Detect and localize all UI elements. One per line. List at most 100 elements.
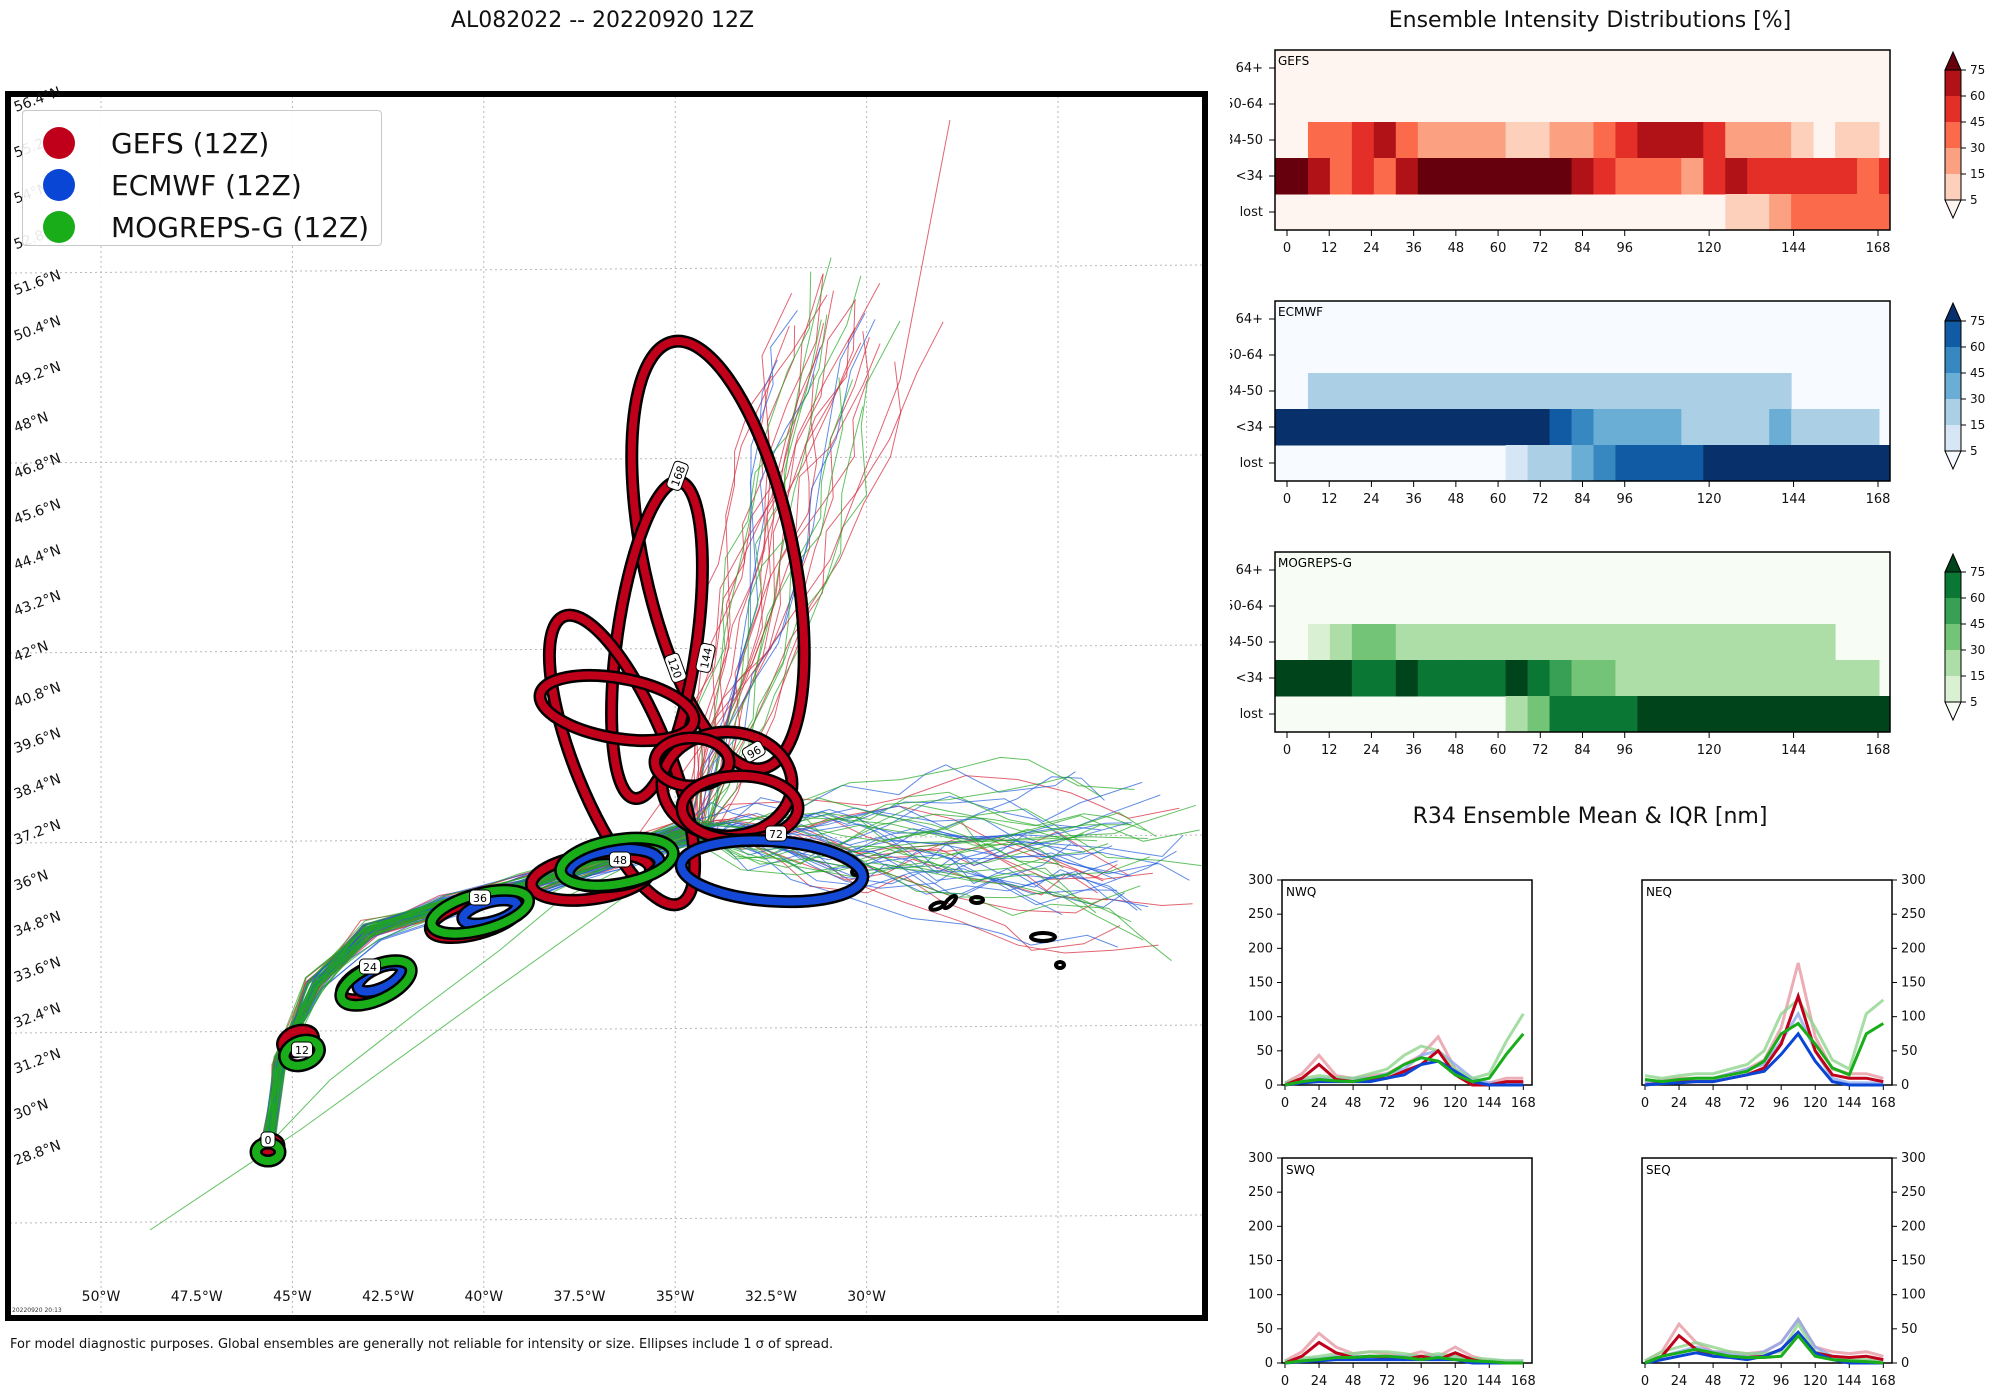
ensemble-track bbox=[265, 827, 1132, 1140]
x-tick-label: 96 bbox=[1773, 1096, 1790, 1111]
heatmap-cell bbox=[1703, 660, 1726, 697]
hour-tag: 72 bbox=[765, 825, 787, 842]
row-label: 50-64 bbox=[1230, 97, 1263, 112]
y-tick-label: 0 bbox=[1901, 1078, 1909, 1093]
heatmap-cell bbox=[1813, 194, 1836, 231]
row-label: <34 bbox=[1236, 420, 1263, 435]
parallel-gridline bbox=[10, 264, 1203, 274]
colorbar-tick-label: 30 bbox=[1970, 643, 1985, 657]
r34-mean-line bbox=[1644, 1333, 1884, 1365]
row-label: 64+ bbox=[1236, 563, 1263, 578]
y-tick-label: 50 bbox=[1901, 1044, 1918, 1059]
legend-label-ecmwf: ECMWF (12Z) bbox=[111, 168, 302, 202]
r34-mean-line bbox=[1644, 1021, 1885, 1084]
map-legend: GEFS (12Z) ECMWF (12Z) MOGREPS-G (12Z) bbox=[22, 110, 382, 246]
colorbar-tick-label: 15 bbox=[1970, 167, 1985, 181]
heatmap-cell bbox=[1637, 158, 1660, 195]
heatmap-cell bbox=[1439, 409, 1463, 446]
heatmap-cell bbox=[1373, 158, 1397, 195]
hour-tag: 48 bbox=[609, 851, 631, 868]
y-tick-label: 150 bbox=[1901, 1254, 1926, 1269]
r34-mean-line bbox=[1284, 1354, 1524, 1365]
heatmap-cell bbox=[1571, 122, 1594, 159]
ensemble-track bbox=[265, 275, 862, 1139]
x-tick-label: 120 bbox=[1803, 1096, 1828, 1111]
x-tick-label: 96 bbox=[1773, 1374, 1790, 1389]
heatmap-cell bbox=[1351, 409, 1375, 446]
heatmap-cell bbox=[1681, 409, 1704, 446]
heatmap-cell bbox=[1637, 696, 1660, 733]
heatmap-cell bbox=[1835, 445, 1858, 482]
heatmap-cell bbox=[1351, 624, 1375, 661]
heatmap-cell bbox=[1417, 409, 1441, 446]
longitude-labels: 50°W 47.5°W 45°W 42.5°W 40°W 37.5°W 35°W 32.5°W… bbox=[82, 1289, 886, 1305]
heatmap-cell bbox=[1351, 158, 1375, 195]
heatmap-cell bbox=[1637, 409, 1660, 446]
colorbar-segment bbox=[1945, 347, 1961, 373]
ensemble-track bbox=[619, 119, 951, 861]
heatmap-cell bbox=[1505, 122, 1529, 159]
longitude-label: 32.5°W bbox=[745, 1289, 797, 1305]
heatmap-cell bbox=[1549, 409, 1573, 446]
heatmap-cell bbox=[1857, 158, 1880, 195]
timestamp: 20220920 20:13 bbox=[12, 1307, 62, 1314]
heatmap-cell bbox=[1527, 373, 1551, 410]
heatmap-cell bbox=[1637, 122, 1660, 159]
colorbar-tick-label: 75 bbox=[1970, 63, 1985, 77]
y-tick-label: 250 bbox=[1901, 907, 1926, 922]
heatmap-cell bbox=[1615, 624, 1638, 661]
x-tick-label: 0 bbox=[1641, 1374, 1649, 1389]
colorbar-tick-label: 45 bbox=[1970, 366, 1985, 380]
y-tick-label: 0 bbox=[1265, 1078, 1273, 1093]
r34-title: R34 Ensemble Mean & IQR [nm] bbox=[1412, 804, 1768, 829]
hour-tag-label: 36 bbox=[473, 892, 487, 905]
heatmap-cell bbox=[1275, 158, 1287, 195]
x-tick-label: 60 bbox=[1490, 241, 1507, 256]
heatmap-cell bbox=[1615, 696, 1638, 733]
island-contour bbox=[941, 893, 959, 911]
heatmap-cell bbox=[1703, 158, 1726, 195]
heatmap-cell bbox=[1857, 660, 1880, 697]
heatmap-cell bbox=[1527, 696, 1551, 733]
colorbar-tick-label: 75 bbox=[1970, 565, 1985, 579]
heatmap-cell bbox=[1681, 373, 1704, 410]
heatmap-cell bbox=[1461, 624, 1485, 661]
x-tick-label: 144 bbox=[1781, 492, 1806, 507]
x-tick-label: 144 bbox=[1837, 1096, 1862, 1111]
ensemble-track bbox=[272, 808, 1157, 1142]
r34-panel: 300 250 200 150 100 50 00 24 48 72 96 120 144 168 NWQ bbox=[1248, 873, 1536, 1111]
heatmap-cell bbox=[1571, 445, 1594, 482]
heatmap-cell bbox=[1725, 696, 1748, 733]
x-tick-label: 0 bbox=[1281, 1096, 1289, 1111]
heatmap-cell bbox=[1373, 624, 1397, 661]
heatmap-cell bbox=[1329, 624, 1353, 661]
heatmap-cell bbox=[1439, 122, 1463, 159]
colorbar-segment bbox=[1945, 122, 1961, 148]
x-tick-label: 72 bbox=[1532, 492, 1549, 507]
heatmap-cell bbox=[1747, 445, 1770, 482]
x-tick-label: 96 bbox=[1413, 1096, 1430, 1111]
x-tick-label: 144 bbox=[1837, 1374, 1862, 1389]
colorbar-tick-label: 5 bbox=[1970, 695, 1978, 709]
footnote: For model diagnostic purposes. Global en… bbox=[10, 1337, 834, 1352]
y-tick-label: 200 bbox=[1901, 941, 1926, 956]
x-tick-label: 120 bbox=[1697, 743, 1722, 758]
heatmap-panel: 64+ 50-64 34-50 <34 lost ECMWF 0 12 24 36 48 60 72 84… bbox=[1230, 300, 1985, 507]
heatmap-cell bbox=[1307, 122, 1331, 159]
heatmap-cell bbox=[1725, 660, 1748, 697]
hour-tag: 168 bbox=[666, 460, 689, 491]
land-contours bbox=[850, 867, 1066, 970]
hour-tag: 36 bbox=[469, 889, 491, 906]
x-tick-label: 168 bbox=[1866, 241, 1891, 256]
y-tick-label: 300 bbox=[1248, 1151, 1273, 1166]
colorbar-max-arrow bbox=[1944, 552, 1962, 573]
heatmap-cell bbox=[1439, 660, 1463, 697]
heatmap-cell bbox=[1769, 445, 1792, 482]
heatmap-cell bbox=[1747, 409, 1770, 446]
heatmap-cell bbox=[1461, 660, 1485, 697]
heatmap-cell bbox=[1307, 158, 1331, 195]
heatmap-cell bbox=[1637, 373, 1660, 410]
heatmap-cell bbox=[1725, 409, 1748, 446]
colorbar-segment bbox=[1945, 373, 1961, 399]
